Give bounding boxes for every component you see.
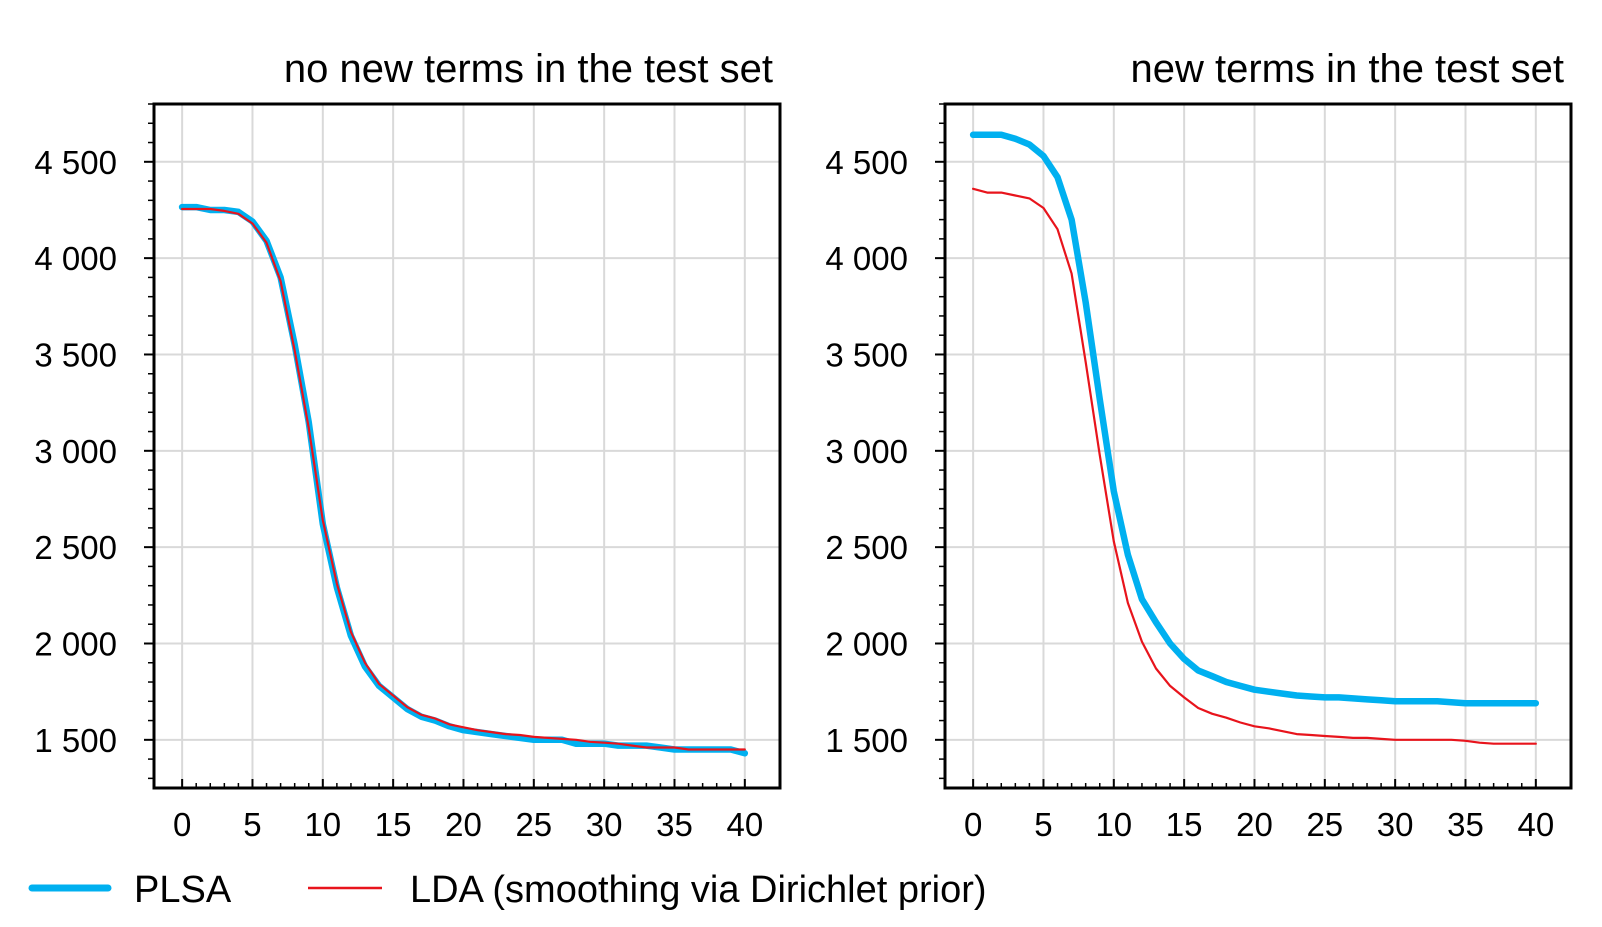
x-tick-label: 20 <box>1236 806 1273 843</box>
y-tick-label: 1 500 <box>825 722 908 759</box>
y-tick-label: 4 000 <box>34 240 117 277</box>
x-tick-label: 15 <box>1166 806 1203 843</box>
plot-frame <box>152 102 782 790</box>
y-tick-label: 2 500 <box>34 529 117 566</box>
legend: PLSA LDA (smoothing via Dirichlet prior) <box>28 869 987 911</box>
plot-frame <box>943 102 1573 790</box>
chart-title: no new terms in the test set <box>284 47 773 91</box>
y-tick-label: 3 500 <box>825 336 908 373</box>
chart-title: new terms in the test set <box>1130 47 1564 91</box>
series-line-lda <box>181 207 746 751</box>
series-line-plsa <box>178 203 749 757</box>
legend-label-lda: LDA (smoothing via Dirichlet prior) <box>410 869 987 911</box>
left-chart-panel: no new terms in the test set 0 5 10 15 20 25 30… <box>34 47 782 843</box>
series-line-plsa <box>969 131 1540 707</box>
x-tick-label: 35 <box>656 806 693 843</box>
x-tick-label: 20 <box>445 806 482 843</box>
x-tick-label: 10 <box>1095 806 1132 843</box>
legend-label-plsa: PLSA <box>134 869 232 911</box>
x-tick-label: 25 <box>1306 806 1343 843</box>
x-tick-label: 5 <box>1034 806 1052 843</box>
x-tick-label: 30 <box>1377 806 1414 843</box>
x-tick-label: 35 <box>1447 806 1484 843</box>
x-tick-label: 0 <box>964 806 982 843</box>
x-tick-label: 40 <box>726 806 763 843</box>
series-line-lda <box>971 187 1537 745</box>
x-tick-label: 5 <box>243 806 261 843</box>
right-chart-panel: new terms in the test set 0 5 10 15 20 25 30 35 4… <box>825 47 1573 843</box>
y-tick-label: 4 500 <box>34 144 117 181</box>
y-tick-label: 2 500 <box>825 529 908 566</box>
y-tick-label: 2 000 <box>825 625 908 662</box>
x-tick-label: 15 <box>375 806 412 843</box>
x-tick-label: 30 <box>586 806 623 843</box>
y-tick-label: 3 000 <box>34 433 117 470</box>
y-tick-label: 3 000 <box>825 433 908 470</box>
x-tick-label: 25 <box>515 806 552 843</box>
x-tick-label: 0 <box>173 806 191 843</box>
y-tick-label: 4 500 <box>825 144 908 181</box>
y-tick-label: 3 500 <box>34 336 117 373</box>
x-tick-label: 40 <box>1517 806 1554 843</box>
y-tick-label: 4 000 <box>825 240 908 277</box>
x-tick-label: 10 <box>304 806 341 843</box>
y-tick-label: 2 000 <box>34 625 117 662</box>
y-tick-label: 1 500 <box>34 722 117 759</box>
